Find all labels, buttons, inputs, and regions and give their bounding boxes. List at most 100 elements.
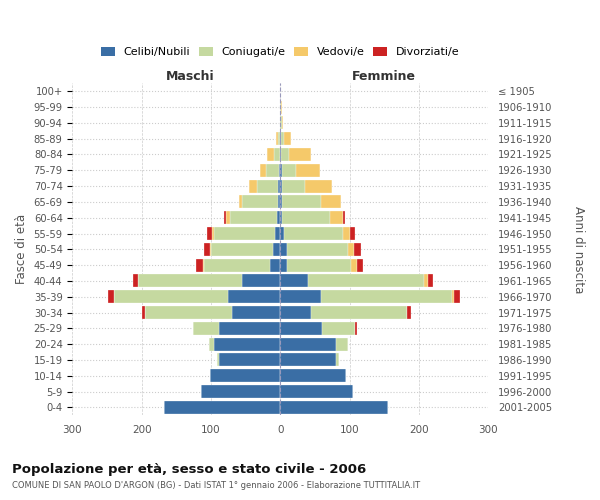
Bar xyxy=(214,227,275,240)
Bar xyxy=(212,227,214,240)
Bar xyxy=(242,196,278,208)
Bar xyxy=(424,274,428,287)
Legend: Celibi/Nubili, Coniugati/e, Vedovi/e, Divorziati/e: Celibi/Nubili, Coniugati/e, Vedovi/e, Di… xyxy=(97,42,464,62)
Text: Femmine: Femmine xyxy=(352,70,416,84)
Bar xyxy=(220,354,280,366)
Bar xyxy=(280,196,283,208)
Bar xyxy=(348,243,354,256)
Bar xyxy=(280,258,287,272)
Bar xyxy=(278,132,280,145)
Bar xyxy=(220,322,280,335)
Bar xyxy=(232,306,280,319)
Text: Maschi: Maschi xyxy=(166,70,215,84)
Bar xyxy=(280,370,346,382)
Bar xyxy=(280,385,353,398)
Bar xyxy=(214,338,280,350)
Bar xyxy=(209,338,214,350)
Bar xyxy=(351,258,356,272)
Bar xyxy=(109,290,114,303)
Bar xyxy=(142,306,145,319)
Bar xyxy=(284,227,343,240)
Bar xyxy=(354,243,361,256)
Bar xyxy=(280,211,283,224)
Bar xyxy=(320,290,452,303)
Bar xyxy=(280,148,281,161)
Bar xyxy=(260,164,266,177)
Bar xyxy=(280,164,281,177)
Bar xyxy=(289,148,311,161)
Bar xyxy=(280,306,311,319)
Bar xyxy=(280,354,336,366)
Text: Popolazione per età, sesso e stato civile - 2006: Popolazione per età, sesso e stato civil… xyxy=(12,462,366,475)
Bar xyxy=(164,401,280,414)
Bar xyxy=(249,180,257,192)
Bar xyxy=(280,401,388,414)
Bar xyxy=(280,290,320,303)
Bar xyxy=(283,211,329,224)
Bar xyxy=(296,164,320,177)
Bar xyxy=(287,258,351,272)
Bar xyxy=(336,338,348,350)
Bar xyxy=(407,306,410,319)
Bar xyxy=(204,258,270,272)
Bar xyxy=(452,290,454,303)
Bar xyxy=(280,243,287,256)
Bar xyxy=(283,196,320,208)
Bar xyxy=(267,148,274,161)
Bar xyxy=(274,148,280,161)
Bar xyxy=(280,100,281,114)
Bar xyxy=(200,385,280,398)
Bar xyxy=(224,211,226,224)
Bar xyxy=(207,227,212,240)
Bar xyxy=(239,196,242,208)
Bar xyxy=(226,211,230,224)
Bar xyxy=(276,132,278,145)
Bar xyxy=(242,274,280,287)
Bar xyxy=(203,258,204,272)
Bar xyxy=(283,180,305,192)
Bar xyxy=(322,322,355,335)
Bar xyxy=(355,322,356,335)
Bar xyxy=(138,274,242,287)
Bar xyxy=(320,196,341,208)
Bar xyxy=(329,211,343,224)
Bar xyxy=(311,306,407,319)
Bar xyxy=(196,258,203,272)
Bar xyxy=(305,180,332,192)
Bar xyxy=(209,370,280,382)
Bar xyxy=(336,354,339,366)
Bar xyxy=(280,338,336,350)
Bar xyxy=(217,354,220,366)
Bar xyxy=(284,132,292,145)
Bar xyxy=(133,274,138,287)
Bar xyxy=(281,164,296,177)
Bar xyxy=(204,243,209,256)
Bar xyxy=(428,274,433,287)
Bar xyxy=(278,180,280,192)
Bar xyxy=(281,116,283,130)
Bar xyxy=(287,243,348,256)
Bar xyxy=(211,243,274,256)
Bar xyxy=(280,274,308,287)
Bar xyxy=(275,227,280,240)
Bar xyxy=(281,148,289,161)
Bar xyxy=(277,211,280,224)
Bar xyxy=(257,180,278,192)
Bar xyxy=(229,290,280,303)
Bar xyxy=(230,211,277,224)
Bar xyxy=(274,243,280,256)
Bar xyxy=(193,322,220,335)
Bar xyxy=(343,211,346,224)
Bar xyxy=(356,258,364,272)
Y-axis label: Fasce di età: Fasce di età xyxy=(15,214,28,284)
Bar xyxy=(266,164,279,177)
Bar xyxy=(279,164,280,177)
Bar xyxy=(278,196,280,208)
Bar xyxy=(280,132,281,145)
Bar xyxy=(145,306,232,319)
Bar xyxy=(280,180,283,192)
Bar xyxy=(350,227,355,240)
Bar xyxy=(280,227,284,240)
Bar xyxy=(280,322,322,335)
Y-axis label: Anni di nascita: Anni di nascita xyxy=(572,206,585,293)
